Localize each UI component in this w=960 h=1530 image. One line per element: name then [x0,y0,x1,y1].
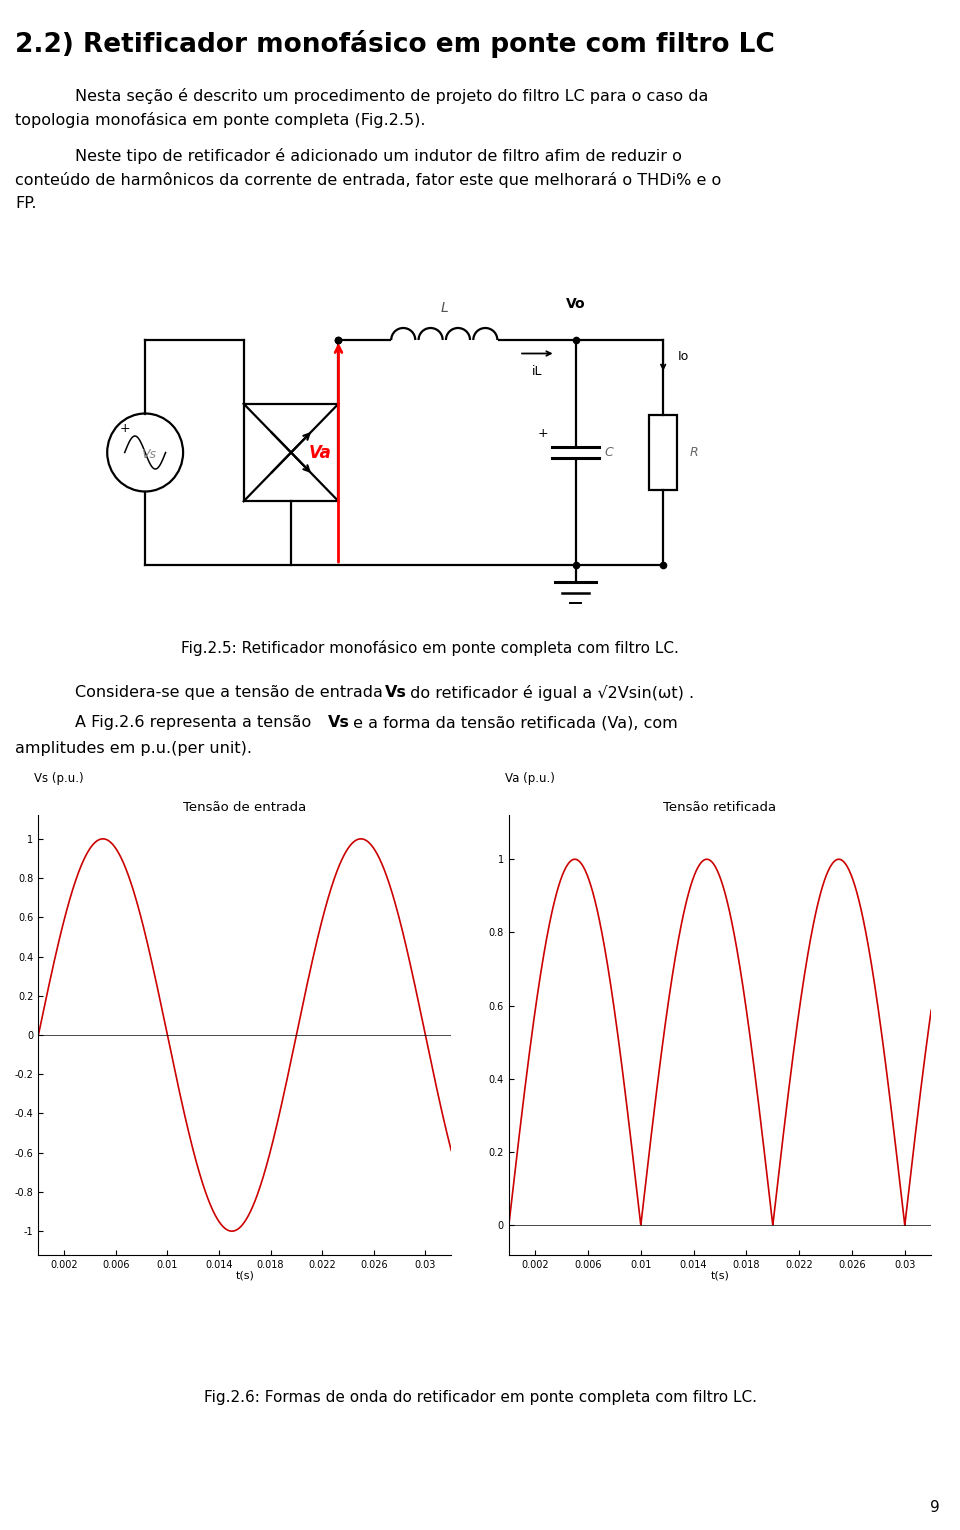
Text: Vs: Vs [385,685,407,701]
Title: Tensão retificada: Tensão retificada [663,802,777,814]
X-axis label: t(s): t(s) [710,1271,730,1281]
Text: Nesta seção é descrito um procedimento de projeto do filtro LC para o caso da: Nesta seção é descrito um procedimento d… [75,89,708,104]
Text: C: C [604,447,612,459]
Text: Va: Va [309,444,332,462]
X-axis label: t(s): t(s) [235,1271,254,1281]
Text: A Fig.2.6 representa a tensão: A Fig.2.6 representa a tensão [75,715,317,730]
Bar [649,415,677,490]
Text: do retificador é igual a √2Vsin(ωt) .: do retificador é igual a √2Vsin(ωt) . [405,685,694,701]
Text: Neste tipo de retificador é adicionado um indutor de filtro afim de reduzir o: Neste tipo de retificador é adicionado u… [75,148,682,164]
Text: Fig.2.6: Formas de onda do retificador em ponte completa com filtro LC.: Fig.2.6: Formas de onda do retificador e… [204,1389,756,1405]
Text: 2.2) Retificador monofásico em ponte com filtro LC: 2.2) Retificador monofásico em ponte com… [15,31,775,58]
Text: e a forma da tensão retificada (Va), com: e a forma da tensão retificada (Va), com [348,715,678,730]
Text: Io: Io [678,350,689,363]
Text: FP.: FP. [15,196,36,211]
Text: conteúdo de harmônicos da corrente de entrada, fator este que melhorará o THDi% : conteúdo de harmônicos da corrente de en… [15,171,721,188]
Text: 9: 9 [930,1499,940,1515]
Text: Vs: Vs [328,715,349,730]
Text: L: L [441,301,448,315]
Text: amplitudes em p.u.(per unit).: amplitudes em p.u.(per unit). [15,741,252,756]
Text: +: + [538,427,548,441]
Text: Considera-se que a tensão de entrada: Considera-se que a tensão de entrada [75,685,388,701]
Text: +: + [119,422,130,435]
Text: Vs (p.u.): Vs (p.u.) [35,771,84,785]
Text: Vo: Vo [565,297,586,311]
Text: iL: iL [532,366,542,378]
Text: Vs: Vs [141,447,156,461]
Text: Va (p.u.): Va (p.u.) [505,771,555,785]
Text: R: R [689,447,698,459]
Title: Tensão de entrada: Tensão de entrada [183,802,306,814]
Bar [244,404,339,502]
Text: topologia monofásica em ponte completa (Fig.2.5).: topologia monofásica em ponte completa (… [15,112,425,129]
Text: Fig.2.5: Retificador monofásico em ponte completa com filtro LC.: Fig.2.5: Retificador monofásico em ponte… [181,640,679,656]
